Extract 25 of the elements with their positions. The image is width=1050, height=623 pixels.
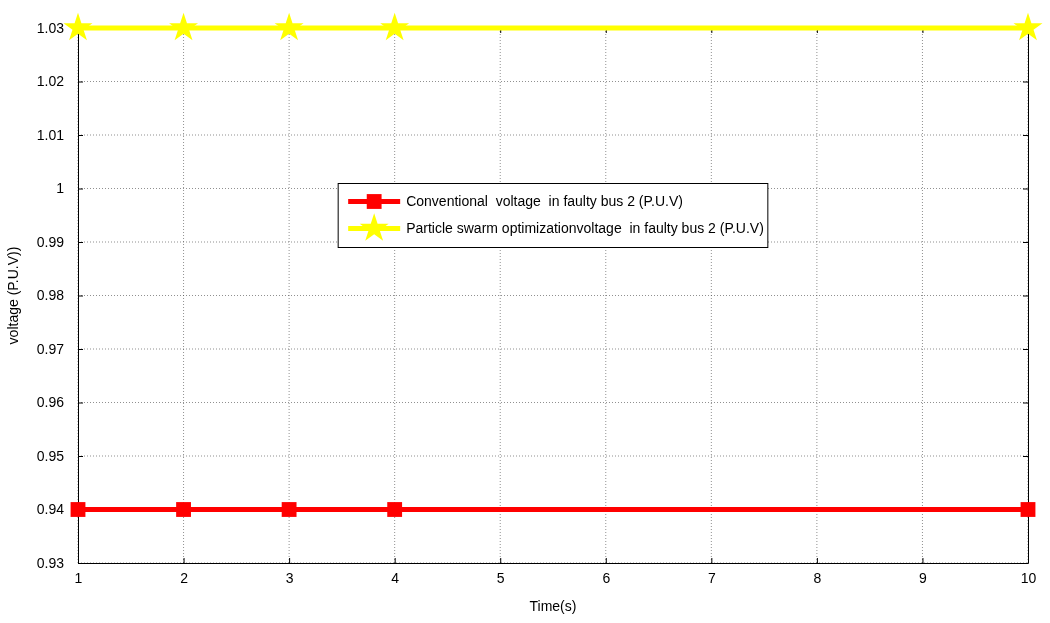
x-tick-label: 9 [919,569,928,586]
y-tick-label: 1.03 [36,19,65,36]
x-axis-title: Time(s) [529,598,577,614]
x-tick-label: 1 [74,569,83,586]
y-axis-title: voltage (P.U.V)) [5,246,21,345]
y-tick-label: 0.98 [36,287,65,304]
legend-label: Particle swarm optimizationvoltage in faulty bus 2 (P.U.V) [406,220,764,237]
y-tick-label: 0.95 [36,447,65,464]
x-tick-label: 5 [496,569,505,586]
x-tick-label: 3 [285,569,294,586]
x-tick-label: 6 [602,569,611,586]
y-tick-label: 0.93 [36,554,65,571]
x-tick-label: 10 [1020,569,1037,586]
y-tick-label: 0.96 [36,394,65,411]
x-tick-label: 4 [391,569,400,586]
y-tick-label: 1 [56,180,65,197]
y-tick-label: 1.01 [36,126,65,143]
y-tick-label: 0.99 [36,233,65,250]
y-tick-label: 0.97 [36,340,65,357]
x-tick-label: 8 [813,569,822,586]
legend-label: Conventional voltage in faulty bus 2 (P.U.V) [406,193,683,210]
y-tick-label: 1.02 [36,73,65,90]
x-tick-label: 7 [707,569,716,586]
x-tick-label: 2 [180,569,189,586]
y-tick-label: 0.94 [36,501,65,518]
